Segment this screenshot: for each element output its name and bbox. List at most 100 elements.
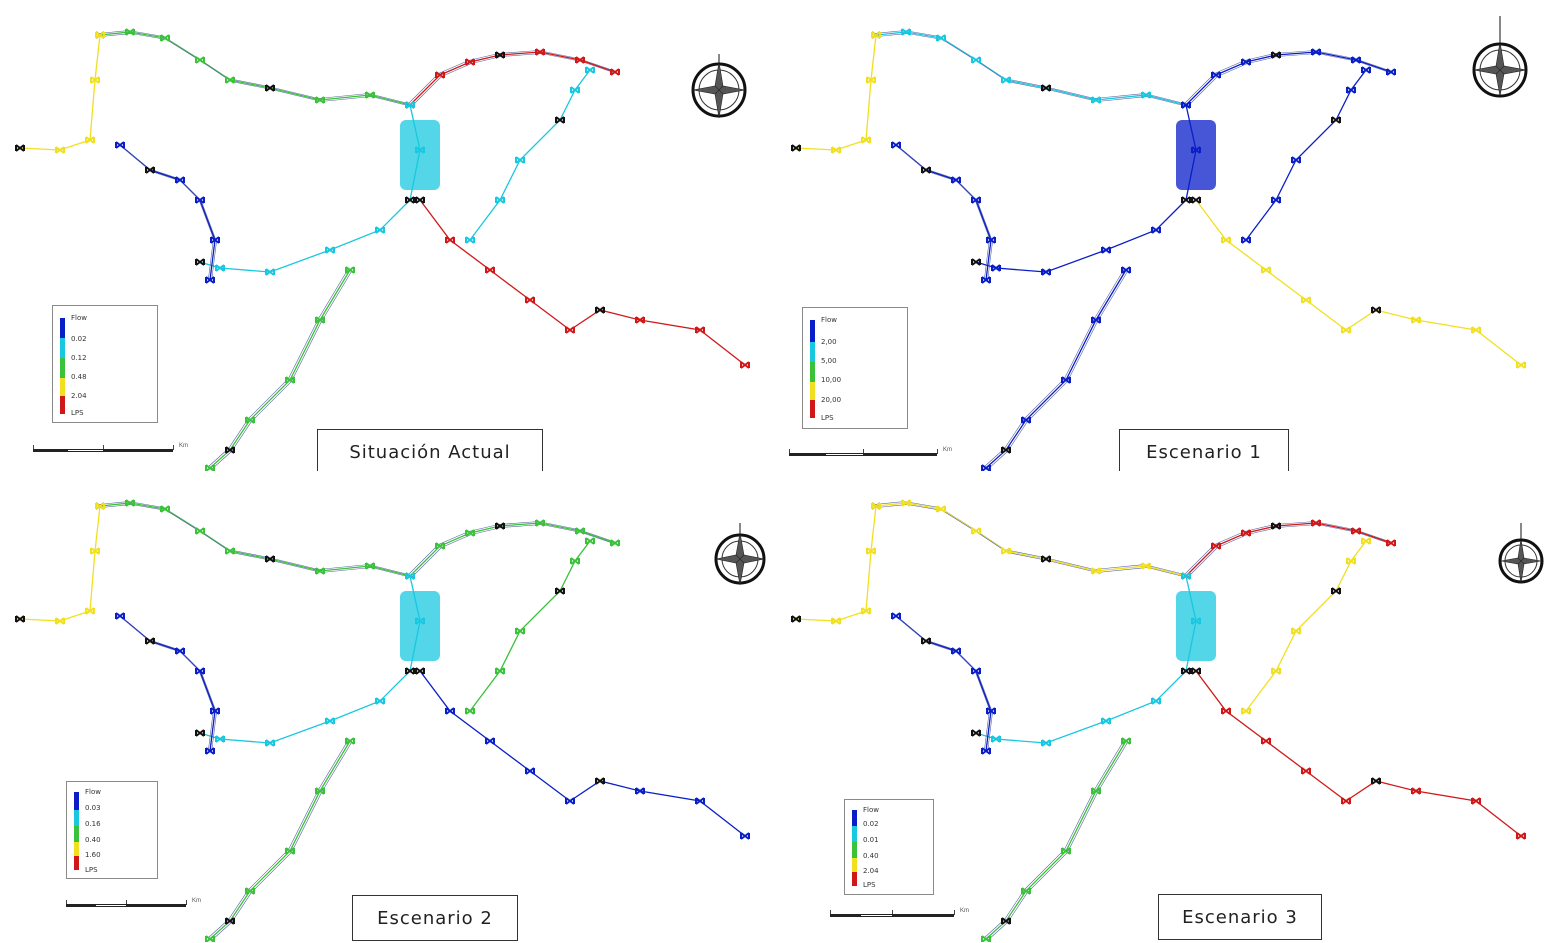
valve-node (515, 156, 525, 164)
valve-node (1221, 236, 1231, 244)
valve-node (315, 316, 325, 324)
legend-swatch-blue (852, 810, 857, 826)
valve-node (1001, 446, 1011, 454)
valve-node (345, 266, 355, 274)
valve-node (1091, 316, 1101, 324)
valve-node (981, 935, 991, 942)
valve-node (245, 416, 255, 424)
pipe-segment (984, 268, 1125, 467)
valve-node (525, 296, 535, 304)
pipe-segment (1195, 670, 1522, 837)
valve-node (991, 264, 1001, 272)
valve-node (635, 316, 645, 324)
scale-bar: Km (33, 443, 193, 457)
valve-node (405, 572, 415, 580)
valve-node (55, 146, 65, 154)
valve-node (1061, 847, 1071, 855)
north-arrow-icon (714, 523, 766, 586)
valve-node (555, 116, 565, 124)
pipe-segment (19, 505, 101, 622)
valve-node (831, 617, 841, 625)
legend-swatch-yellow (60, 378, 65, 396)
valve-node (315, 96, 325, 104)
legend-swatch-cyan (852, 826, 857, 842)
valve-node (435, 71, 445, 79)
valve-node (1386, 539, 1396, 547)
legend-value: 0.40 (863, 852, 879, 860)
valve-node (125, 28, 135, 36)
scale-unit: Km (192, 898, 201, 904)
map-panel-escenario-1: Flow 2,00 5,00 10,00 20,00 LPS Km Escena… (776, 0, 1552, 471)
legend-value: 0.03 (85, 804, 101, 812)
valve-node (1341, 797, 1351, 805)
valve-node (1041, 84, 1051, 92)
valve-node (1141, 562, 1151, 570)
urban-node-cluster (400, 591, 440, 661)
valve-node (1191, 196, 1201, 204)
valve-node (891, 612, 901, 620)
valve-node (465, 236, 475, 244)
valve-node (1191, 667, 1201, 675)
valve-node (495, 51, 505, 59)
valve-node (1211, 542, 1221, 550)
pipe-segment (874, 501, 1185, 575)
valve-node (610, 539, 620, 547)
valve-node (595, 777, 605, 785)
legend-swatch-cyan (74, 810, 79, 826)
legend-value: LPS (85, 866, 98, 874)
valve-node (265, 555, 275, 563)
valve-node (921, 166, 931, 174)
valve-node (991, 735, 1001, 743)
valve-node (1271, 667, 1281, 675)
valve-node (791, 615, 801, 623)
valve-node (160, 505, 170, 513)
valve-node (971, 56, 981, 64)
valve-node (986, 236, 996, 244)
valve-node (90, 76, 100, 84)
valve-node (55, 617, 65, 625)
valve-node (861, 136, 871, 144)
scale-unit: Km (179, 443, 188, 449)
valve-node (1371, 306, 1381, 314)
valve-node (160, 34, 170, 42)
valve-node (485, 266, 495, 274)
legend-value: 0.16 (85, 820, 101, 828)
valve-node (1241, 529, 1251, 537)
valve-node (740, 361, 750, 369)
flow-legend: Flow 2,00 5,00 10,00 20,00 LPS (802, 307, 908, 429)
valve-node (95, 31, 105, 39)
valve-node (565, 326, 575, 334)
valve-node (205, 935, 215, 942)
pipe-segment (209, 740, 351, 940)
legend-value: LPS (71, 409, 84, 417)
legend-swatch-blue (60, 318, 65, 338)
valve-node (901, 499, 911, 507)
valve-node (1181, 667, 1191, 675)
valve-node (195, 729, 205, 737)
valve-node (570, 557, 580, 565)
valve-node (1101, 717, 1111, 725)
valve-node (445, 236, 455, 244)
valve-node (986, 707, 996, 715)
legend-value: 20,00 (821, 396, 842, 404)
pipe-network-map (791, 28, 1526, 471)
pipe-segment (199, 104, 421, 273)
valve-node (1061, 376, 1071, 384)
valve-node (225, 917, 235, 925)
legend-title: Flow (863, 806, 879, 814)
valve-node (1351, 527, 1361, 535)
valve-node (1271, 196, 1281, 204)
valve-node (1021, 416, 1031, 424)
valve-node (866, 547, 876, 555)
valve-node (575, 56, 585, 64)
valve-node (265, 268, 275, 276)
valve-node (445, 707, 455, 715)
pipe-segment (419, 670, 746, 837)
valve-node (1001, 917, 1011, 925)
valve-node (1091, 787, 1101, 795)
valve-node (1301, 767, 1311, 775)
valve-node (205, 464, 215, 471)
valve-node (495, 196, 505, 204)
valve-node (205, 276, 215, 284)
valve-node (1041, 268, 1051, 276)
